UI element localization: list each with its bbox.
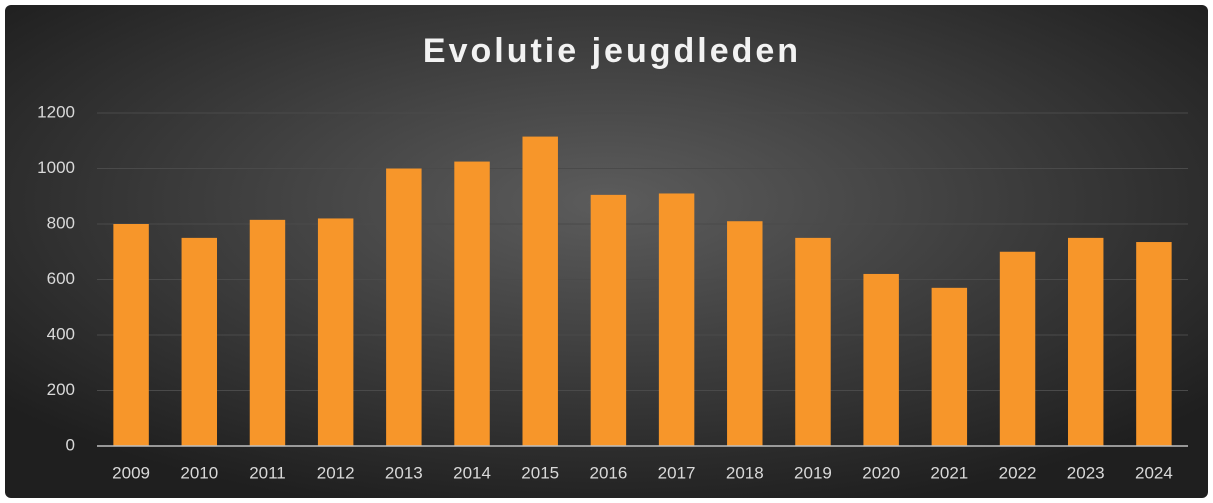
- bar: [727, 221, 763, 446]
- bar: [454, 161, 490, 446]
- bar: [181, 237, 218, 446]
- bar: [317, 218, 354, 446]
- bar: [999, 251, 1036, 446]
- y-tick-label: 200: [47, 380, 75, 399]
- bar: [931, 287, 968, 446]
- x-tick-label: 2013: [385, 463, 423, 482]
- y-tick-label: 1200: [37, 102, 75, 121]
- x-tick-label: 2015: [521, 463, 559, 482]
- y-tick-label: 1000: [37, 158, 75, 177]
- x-tick-label: 2010: [180, 463, 218, 482]
- bar: [863, 273, 899, 446]
- x-tick-label: 2014: [453, 463, 491, 482]
- chart-title: Evolutie jeugdleden: [423, 32, 801, 70]
- x-tick-label: 2012: [317, 463, 355, 482]
- x-tick-label: 2023: [1067, 463, 1105, 482]
- x-tick-label: 2021: [930, 463, 968, 482]
- bar: [249, 219, 286, 446]
- bar: [113, 224, 149, 446]
- bar: [590, 194, 627, 446]
- x-tick-label: 2024: [1135, 463, 1173, 482]
- y-tick-label: 0: [66, 435, 75, 454]
- x-tick-label: 2018: [726, 463, 764, 482]
- x-tick-label: 2009: [112, 463, 150, 482]
- x-tick-label: 2019: [794, 463, 832, 482]
- x-tick-label: 2020: [862, 463, 900, 482]
- x-tick-label: 2022: [999, 463, 1037, 482]
- bar: [1136, 242, 1172, 446]
- bar: [1067, 237, 1104, 446]
- y-tick-label: 400: [47, 324, 75, 343]
- y-tick-label: 800: [47, 213, 75, 232]
- y-tick-label: 600: [47, 269, 75, 288]
- x-tick-label: 2017: [658, 463, 696, 482]
- bar: [795, 237, 831, 446]
- bar: [658, 193, 695, 446]
- x-tick-label: 2016: [589, 463, 627, 482]
- x-tick-label: 2011: [249, 463, 286, 482]
- bar: [386, 168, 422, 446]
- bar: [522, 136, 558, 446]
